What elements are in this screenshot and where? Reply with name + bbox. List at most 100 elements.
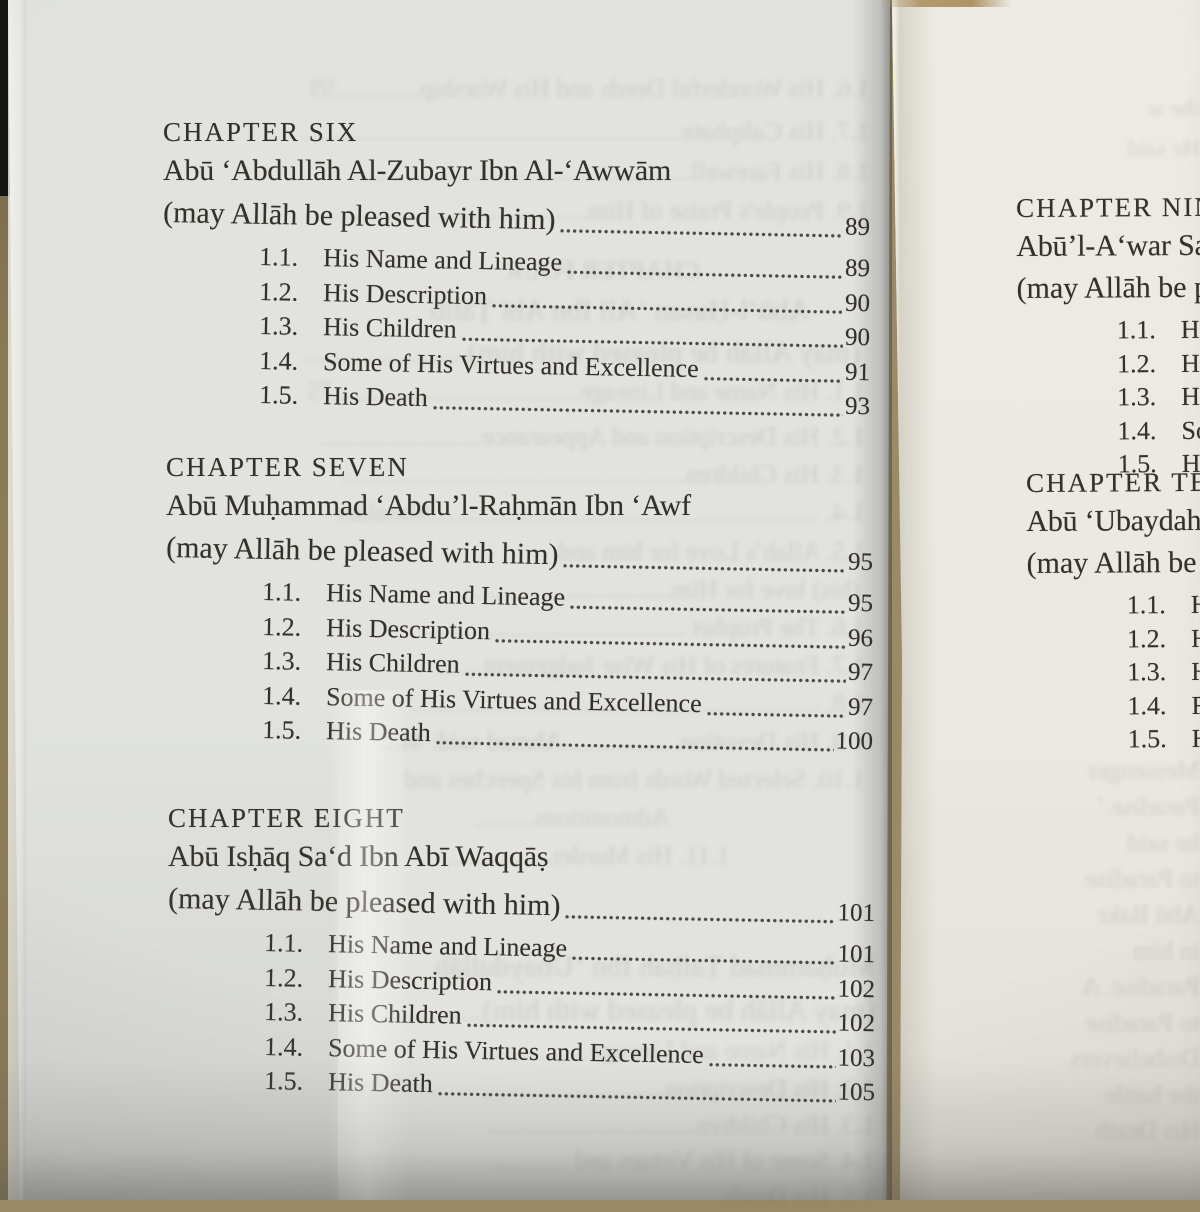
toc-entry: 1.5. H (1128, 721, 1200, 756)
ghost-text-line: He said (1127, 136, 1200, 162)
entry-label: His Children (322, 312, 457, 344)
toc-entry: 1.4. So (1117, 413, 1200, 448)
page-number: 91 (844, 358, 871, 386)
chapter-heading: CHAPTER EIGHT (168, 803, 405, 833)
background-shadow (0, 0, 10, 196)
entry-number: 1.5. (263, 1066, 304, 1096)
entry-number: 1.2. (1126, 623, 1167, 653)
chapter-subtitle-row: (may Allāh be pleased with him) 95 (166, 531, 874, 580)
entry-number: 1.2. (261, 611, 302, 642)
chapter-heading: CHAPTER SIX (163, 117, 359, 147)
dotted-leader (707, 1061, 836, 1069)
ghost-text-line: Paradise. A (1081, 972, 1200, 1001)
entry-number: 1.4. (1117, 415, 1157, 445)
chapter-block-left-1: CHAPTER SEVEN Abū Muḥammad ‘Abdu’l-Raḥmān… (166, 452, 874, 755)
dotted-leader (463, 671, 846, 684)
page-number: 89 (844, 254, 871, 283)
page-number: 93 (844, 392, 871, 421)
ghost-text-line: to Paradise (1085, 1008, 1200, 1037)
page-number: 95 (847, 548, 874, 576)
entry-number: 1.4. (261, 680, 302, 711)
ghost-text-line: 1.10. Selected Words from his Speeches a… (404, 765, 865, 794)
entry-number: 1.2. (258, 276, 299, 307)
ghost-text-line: Paradise.’ (1096, 792, 1200, 821)
chapter-block-right-1: CHAPTER TEN Abū ‘Ubaydah (may Allāh be 1.1.… (1026, 466, 1200, 756)
dotted-leader (495, 988, 836, 1000)
dotted-leader (702, 375, 843, 383)
ghost-text-line: Abū Bakr (1098, 900, 1200, 929)
entry-label: H (1191, 723, 1200, 753)
entry-number: 1.2. (263, 962, 304, 993)
chapter-block-left-0: CHAPTER SIX Abū ‘Abdullāh Al-Zubayr Ibn A… (162, 117, 871, 420)
chapter-heading: CHAPTER TEN (1026, 466, 1200, 498)
dotted-leader (568, 604, 846, 615)
entry-label: Hi (1181, 381, 1200, 411)
ghost-text-line: he said (1127, 828, 1200, 857)
page-number: 89 (844, 213, 871, 241)
entry-number: 1.3. (1127, 657, 1167, 687)
entry-number: 1.4. (258, 345, 299, 376)
ghost-text-line: 1.5. His Death..........................… (497, 1182, 875, 1211)
entry-label: Hi (1180, 348, 1200, 378)
chapter-heading: CHAPTER SEVEN (166, 452, 409, 482)
ghost-text-line: Disbelievers (1070, 1044, 1200, 1073)
chapter-subtitle: (may Allāh be pleased with him) (165, 531, 559, 572)
ghost-text-line: 1.2. His Description and Appearance.....… (319, 422, 865, 451)
page-number: 101 (837, 899, 876, 927)
chapter-title: Abū Isḥāq Sa‘d Ibn Abī Waqqāṣ (168, 840, 549, 873)
entry-number: 1.5. (261, 715, 302, 745)
chapter-title: Abū ‘Ubaydah (1026, 503, 1200, 538)
entry-label: His Death (327, 1067, 434, 1099)
left-page-edge (8, 0, 26, 1200)
page-number: 96 (847, 624, 874, 652)
entry-label: So (1181, 415, 1200, 445)
toc-entry: 1.3. Hi (1117, 379, 1200, 414)
chapter-block-right-0: CHAPTER NINE Abū’l-A‘war Sa‘ī (may Allāh b… (1016, 191, 1200, 481)
ghost-text-line: 1.6. His Wonderful Deeds and His Worship… (309, 74, 870, 103)
toc-rows: 1.1. His 1.2. Hi 1.3. Hi 1.4. So 1.5. Hi (1117, 312, 1200, 481)
entry-label: H (1190, 589, 1200, 619)
entry-label: Some of His Virtues and Excellence (322, 346, 699, 383)
entry-number: 1.4. (263, 1031, 304, 1062)
entry-label: His Description (322, 277, 488, 310)
toc-rows: 1.1. His Name and Lineage 95 1.2. His Descri… (261, 575, 874, 755)
table-surface (0, 0, 26, 1200)
chapter-subtitle: (may Allāh be pl (1016, 270, 1200, 305)
ghost-text-line: in him (1132, 936, 1200, 965)
entry-number: 1.3. (258, 311, 299, 341)
chapter-title: Abū ‘Abdullāh Al-Zubayr Ibn Al-‘Awwām (163, 154, 672, 187)
entry-number: 1.1. (1116, 315, 1156, 345)
entry-label: His Children (327, 998, 462, 1030)
dotted-leader (570, 955, 836, 965)
entry-label: Some of His Virtues and Excellence (325, 681, 702, 718)
entry-number: 1.3. (1117, 382, 1157, 412)
toc-entry: 1.3. H (1127, 654, 1200, 689)
dotted-leader (565, 269, 843, 280)
page-number: 90 (844, 289, 871, 317)
ghost-text-line: the w (1147, 96, 1200, 122)
dotted-leader (436, 1090, 836, 1103)
page-number: 100 (835, 727, 874, 756)
entry-number: 1.2. (1116, 348, 1157, 378)
ghost-text-line: to Paradise (1085, 864, 1200, 893)
entry-number: 1.1. (258, 242, 299, 272)
entry-label: His Children (325, 647, 460, 679)
chapter-subtitle-row: (may Allāh be (1026, 545, 1200, 581)
entry-number: 1.1. (261, 577, 302, 607)
dotted-leader (431, 404, 843, 418)
entry-label: F (1191, 690, 1200, 720)
entry-label: His Name and Lineage (325, 578, 566, 612)
page-number: 101 (837, 940, 876, 969)
entry-number: 1.5. (258, 380, 299, 410)
page-number: 102 (837, 975, 876, 1003)
entry-number: 1.3. (263, 997, 304, 1027)
chapter-title: Abū Muḥammad ‘Abdu’l-Raḥmān Ibn ‘Awf (166, 489, 691, 522)
dotted-leader (490, 302, 843, 314)
entry-number: 1.5. (1127, 724, 1167, 754)
entry-number: 1.4. (1127, 690, 1167, 720)
entry-label: His (1180, 314, 1200, 344)
chapter-subtitle: (may Allāh be pleased with him) (162, 196, 556, 237)
page-number: 105 (837, 1078, 876, 1107)
dotted-leader (465, 1022, 836, 1034)
